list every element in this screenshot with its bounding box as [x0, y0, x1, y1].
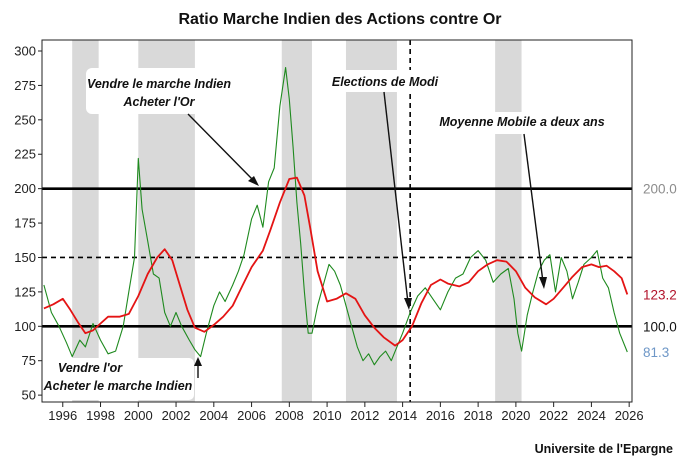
y-tick-label-150: 150	[14, 250, 36, 265]
last-value-label-ma: 123.2	[643, 287, 677, 302]
value-label-200: 200.0	[643, 182, 677, 197]
x-tick-label-2000: 2000	[124, 408, 153, 423]
annotation-modi: Elections de Modi	[330, 70, 448, 310]
y-tick-label-75: 75	[22, 353, 36, 368]
plot-frame	[41, 39, 633, 403]
x-tick-label-2024: 2024	[577, 408, 606, 423]
shaded-band-4	[495, 40, 522, 402]
y-tick-label-250: 250	[14, 112, 36, 127]
annotation-moving-average: Moyenne Mobile a deux ans	[438, 112, 608, 289]
annotation-moving-average-text: Moyenne Mobile a deux ans	[439, 115, 604, 129]
x-axis: 1996 1998 2000 2002 2004 2006 2008 2010 2012 2014…	[48, 402, 644, 423]
x-tick-label-2020: 2020	[501, 408, 530, 423]
chart-title: Ratio Marche Indien des Actions contre O…	[178, 11, 501, 28]
series-line-ma	[43, 176, 629, 347]
annotation-sell-india-line1: Vendre le marche Indien	[87, 77, 231, 91]
annotation-sell-india: Vendre le marche Indien Acheter l'Or	[86, 68, 259, 186]
value-label-100: 100.0	[643, 319, 677, 334]
y-tick-label-225: 225	[14, 147, 36, 162]
x-tick-label-2004: 2004	[199, 408, 228, 423]
y-tick-label-200: 200	[14, 181, 36, 196]
x-tick-label-2002: 2002	[162, 408, 191, 423]
series-lines	[43, 66, 629, 366]
x-tick-label-2022: 2022	[539, 408, 568, 423]
right-value-labels: 200.0 100.0 81.3 123.2	[643, 182, 677, 360]
annotation-sell-gold-line1: Vendre l'or	[58, 361, 123, 375]
annotation-sell-gold-line2: Acheter le marche Indien	[43, 379, 193, 393]
shaded-band-2	[281, 40, 312, 402]
x-tick-label-2016: 2016	[426, 408, 455, 423]
y-tick-label-50: 50	[22, 388, 36, 403]
annotation-sell-india-line2: Acheter l'Or	[122, 95, 195, 109]
x-tick-label-2026: 2026	[615, 408, 644, 423]
x-tick-label-2010: 2010	[313, 408, 342, 423]
annotation-sell-gold: Vendre l'or Acheter le marche Indien	[43, 357, 202, 400]
source-label: Universite de l'Epargne	[535, 442, 673, 456]
y-axis: 50 75 100 125 150 175 200 225 250 275 300	[14, 44, 42, 403]
y-tick-label-100: 100	[14, 319, 36, 334]
shaded-band-3	[345, 40, 397, 402]
x-tick-label-1998: 1998	[86, 408, 115, 423]
x-tick-label-1996: 1996	[48, 408, 77, 423]
annotation-modi-text: Elections de Modi	[332, 75, 439, 89]
y-tick-label-175: 175	[14, 216, 36, 231]
y-tick-label-300: 300	[14, 44, 36, 59]
series-line-ratio	[43, 66, 628, 366]
x-tick-label-2014: 2014	[388, 408, 417, 423]
x-tick-label-2012: 2012	[350, 408, 379, 423]
last-value-label-ratio: 81.3	[643, 345, 669, 360]
x-tick-label-2018: 2018	[464, 408, 493, 423]
y-tick-label-125: 125	[14, 284, 36, 299]
x-tick-label-2008: 2008	[275, 408, 304, 423]
y-tick-label-275: 275	[14, 78, 36, 93]
x-tick-label-2006: 2006	[237, 408, 266, 423]
